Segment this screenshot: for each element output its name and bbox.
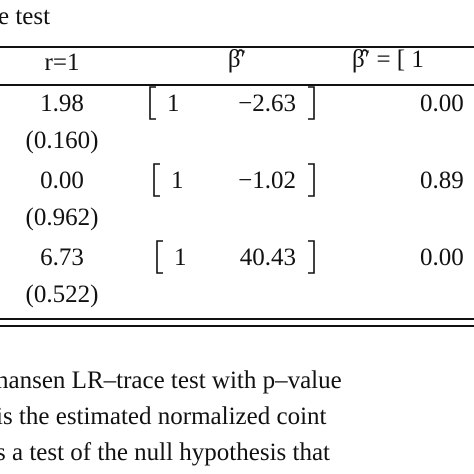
caption: e test (0, 3, 51, 30)
stat: 1.98 (40, 90, 84, 117)
test-value: 0.00 (420, 90, 464, 117)
beta-coef: −1.02 (238, 167, 296, 194)
bottom-rule (0, 325, 474, 327)
bracket (308, 163, 315, 197)
beta-coef: 1 (167, 90, 180, 117)
header-cell: β̂′ (227, 46, 247, 73)
header-rule (0, 84, 474, 86)
note-line: s a test of the null hypothesis that (0, 439, 330, 466)
note-line: nansen LR–trace test with p–value (0, 367, 342, 394)
stat: 0.00 (40, 167, 84, 194)
test-value: 0.89 (420, 167, 464, 194)
beta-coef: 40.43 (239, 244, 296, 271)
note-line: is the estimated normalized coint (0, 403, 327, 430)
stat: 6.73 (40, 244, 84, 271)
header-cell: r=1 (44, 49, 80, 76)
bracket (308, 86, 315, 120)
beta-coef: 1 (171, 167, 184, 194)
bracket (153, 163, 160, 197)
header-cell: β̂′ = [ 1 (352, 46, 424, 73)
bottom-rule (0, 318, 474, 320)
p-value: (0.962) (25, 204, 99, 231)
bracket (149, 86, 156, 120)
p-value: (0.160) (25, 127, 99, 154)
bracket (308, 240, 315, 274)
p-value: (0.522) (25, 281, 99, 308)
top-rule (0, 46, 474, 48)
bracket (156, 240, 163, 274)
beta-coef: −2.63 (238, 90, 296, 117)
test-value: 0.00 (420, 244, 464, 271)
beta-coef: 1 (174, 244, 187, 271)
